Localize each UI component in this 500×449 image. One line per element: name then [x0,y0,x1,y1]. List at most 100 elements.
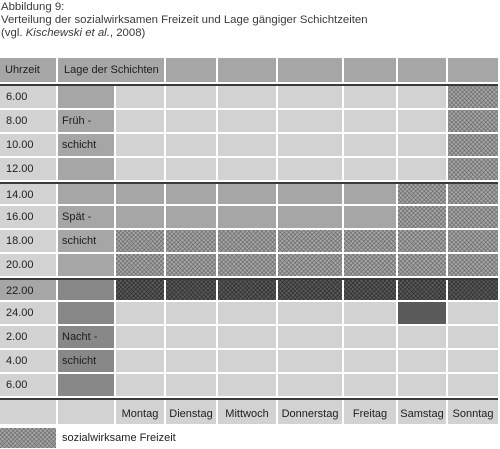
time-cell [0,302,56,324]
shift-cell [58,254,114,276]
schedule-cell [398,374,446,396]
schedule-cell [448,158,498,180]
schedule-cell [448,350,498,372]
header-separator [446,58,448,82]
schedule-cell [448,86,498,108]
header-filler-cell [448,58,498,82]
time-cell [0,350,56,372]
schedule-cell [166,110,216,132]
legend: sozialwirksame Freizeit [0,428,400,448]
schedule-cell [398,134,446,156]
shift-label-line1: Nacht - [62,331,98,343]
schedule-cell [278,280,342,300]
schedule-cell [398,184,446,204]
schedule-cell [278,254,342,276]
day-label: Montag [121,408,159,420]
schedule-cell [344,326,396,348]
schedule-cell [278,86,342,108]
schedule-cell [398,326,446,348]
schedule-cell [116,326,164,348]
schedule-cell [398,350,446,372]
day-label: Sonntag [452,408,494,420]
schedule-cell [344,184,396,204]
day-label: Mittwoch [225,408,269,420]
header-separator [342,58,344,82]
day-cell [344,400,396,424]
day-cell [218,400,276,424]
schedule-cell [218,86,276,108]
schedule-cell [278,110,342,132]
time-label: 22.00 [6,285,34,297]
caption-reference: (vgl. Kischewski et al., 2008) [1,27,146,39]
schedule-cell [278,350,342,372]
schedule-cell [166,206,216,228]
schedule-cell [398,158,446,180]
day-label: Dienstag [169,408,213,420]
time-cell [0,374,56,396]
shift-cell [58,134,114,156]
shift-cell [58,158,114,180]
day-row-time-cell [0,400,56,424]
time-cell [0,158,56,180]
schedule-cell [116,280,164,300]
header-time-label: Uhrzeit [5,64,40,76]
shift-label-line1: Spät - [62,211,92,223]
divider-line [0,182,498,184]
legend-label: sozialwirksame Freizeit [62,432,176,444]
shift-label-line2: schicht [62,235,97,247]
time-label: 4.00 [6,355,28,367]
schedule-cell [116,350,164,372]
divider-line [0,398,498,400]
shift-label-line2: schicht [62,139,97,151]
shift-cell [58,302,114,324]
divider-line [0,84,498,86]
schedule-cell [116,158,164,180]
schedule-cell [116,110,164,132]
schedule-cell [448,302,498,324]
schedule-cell [116,302,164,324]
time-cell [0,280,56,300]
schedule-cell [344,254,396,276]
schedule-cell [398,230,446,252]
schedule-cell [448,206,498,228]
schedule-cell [166,280,216,300]
schedule-cell [218,280,276,300]
schedule-cell [116,374,164,396]
header-separator [164,58,166,82]
day-row-shift-cell [58,400,114,424]
schedule-cell [116,184,164,204]
schedule-cell [448,326,498,348]
shift-cell [58,280,114,300]
header-shift-cell [58,58,446,82]
time-cell [0,230,56,252]
shift-cell [58,350,114,372]
time-cell [0,110,56,132]
schedule-cell [278,326,342,348]
schedule-cell [218,302,276,324]
shift-schedule-table: Uhrzeit Lage der Schichten 6.00 8.00 10.00 12… [0,57,498,425]
shift-cell [58,206,114,228]
schedule-cell [448,184,498,204]
shift-label-line1: Früh - [62,115,92,127]
schedule-cell [398,206,446,228]
schedule-cell [448,254,498,276]
time-label: 20.00 [6,259,34,271]
schedule-cell [218,326,276,348]
schedule-cell [344,134,396,156]
shift-cell [58,230,114,252]
caption-title: Verteilung der sozialwirksamen Freizeit … [1,14,368,26]
schedule-cell [166,326,216,348]
header-separator [396,58,398,82]
header-separator [276,58,278,82]
schedule-cell [218,110,276,132]
schedule-cell [398,86,446,108]
header-separator [216,58,218,82]
time-label: 10.00 [6,139,34,151]
schedule-cell [344,302,396,324]
shift-cell [58,86,114,108]
schedule-cell [218,134,276,156]
schedule-cell [166,374,216,396]
time-label: 14.00 [6,189,34,201]
schedule-cell [344,110,396,132]
schedule-cell [344,206,396,228]
